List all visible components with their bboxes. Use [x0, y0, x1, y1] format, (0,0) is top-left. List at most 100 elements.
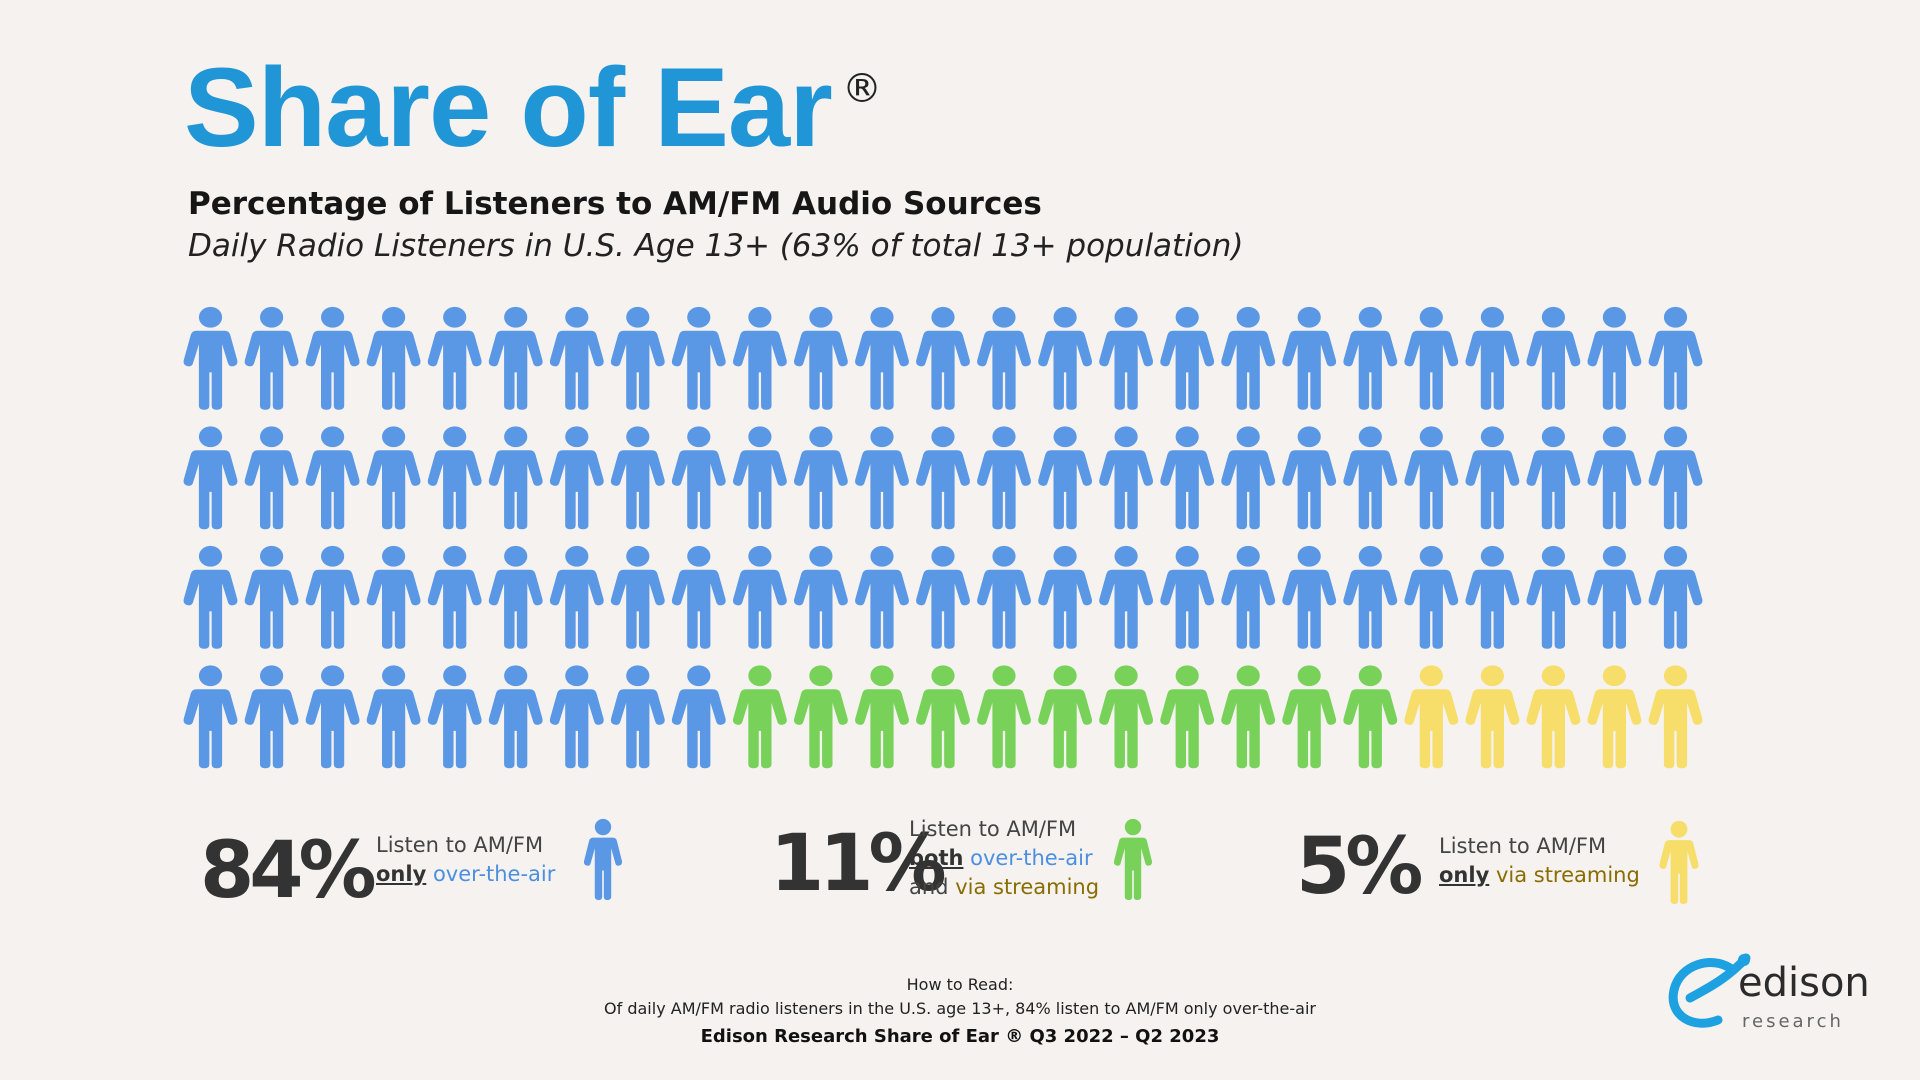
person-icon-over-the-air — [244, 545, 299, 649]
person-icon-over-the-air — [1526, 545, 1581, 649]
person-icon-streaming — [1526, 665, 1581, 769]
person-icon-streaming — [1465, 665, 1520, 769]
person-icon-over-the-air — [671, 665, 726, 769]
person-icon-over-the-air — [1404, 306, 1459, 410]
person-icon-over-the-air — [916, 426, 970, 530]
person-icon-over-the-air — [671, 426, 726, 530]
person-icon-over-the-air — [1587, 426, 1642, 530]
person-icon-over-the-air — [916, 545, 970, 649]
person-icon-over-the-air — [1343, 545, 1398, 649]
person-icon-both — [1038, 665, 1093, 769]
legend-line-3: and via streaming — [909, 873, 1099, 902]
person-icon-over-the-air — [732, 306, 787, 410]
person-icon-over-the-air — [427, 545, 482, 649]
person-icon-over-the-air — [305, 545, 360, 649]
person-icon-over-the-air — [244, 426, 299, 530]
person-icon-over-the-air — [488, 426, 543, 530]
person-icon-streaming — [1648, 665, 1703, 769]
chart-subtitle-secondary: Daily Radio Listeners in U.S. Age 13+ (6… — [188, 228, 1244, 264]
registered-mark: ® — [842, 66, 882, 112]
person-icon-over-the-air — [549, 306, 604, 410]
person-icon-over-the-air — [366, 665, 421, 769]
person-icon-over-the-air — [1404, 426, 1459, 530]
person-icon-over-the-air — [1465, 306, 1520, 410]
person-icon-over-the-air — [244, 665, 299, 769]
person-icon-both — [1160, 665, 1215, 769]
person-icon-over-the-air — [549, 545, 604, 649]
person-icon-over-the-air — [1099, 426, 1154, 530]
source-note: Edison Research Share of Ear ® Q3 2022 –… — [700, 1026, 1220, 1047]
how-to-read-title: How to Read: — [906, 975, 1014, 994]
person-icon-over-the-air — [855, 426, 909, 530]
person-icon-over-the-air — [793, 545, 848, 649]
how-to-read-text: Of daily AM/FM radio listeners in the U.… — [604, 999, 1316, 1018]
legend-and: and — [909, 875, 949, 899]
person-icon-over-the-air — [1465, 545, 1520, 649]
person-icon-over-the-air — [366, 306, 421, 410]
person-icon-over-the-air — [855, 306, 909, 410]
logo-wordmark: edison — [1738, 960, 1870, 1006]
legend-line-1: Listen to AM/FM — [909, 817, 1077, 841]
person-icon-over-the-air — [1648, 426, 1703, 530]
person-icon-over-the-air — [305, 426, 360, 530]
person-icon-over-the-air — [549, 426, 604, 530]
person-icon-over-the-air — [610, 426, 665, 530]
person-icon-over-the-air — [1648, 306, 1703, 410]
person-icon-over-the-air — [366, 426, 421, 530]
legend-desc-streaming: Listen to AM/FM only via streaming — [1439, 832, 1640, 890]
person-icon-over-the-air — [183, 545, 238, 649]
legend-value-streaming: 5% — [1296, 822, 1423, 912]
legend-value-over-the-air: 84% — [200, 826, 377, 916]
person-icon-over-the-air — [610, 306, 665, 410]
legend-line-1: Listen to AM/FM — [1439, 834, 1607, 858]
person-icon-over-the-air — [183, 665, 238, 769]
person-icon-over-the-air — [244, 306, 299, 410]
person-icon-over-the-air — [427, 665, 482, 769]
legend-line-2: both over-the-air — [909, 844, 1099, 873]
person-icon-over-the-air — [1221, 426, 1276, 530]
person-icon-both — [855, 665, 909, 769]
legend-rest: over-the-air — [970, 846, 1093, 870]
person-icon-over-the-air — [732, 426, 787, 530]
person-icon-blue — [583, 818, 623, 900]
person-icon-over-the-air — [1160, 306, 1215, 410]
person-icon-over-the-air — [1343, 426, 1398, 530]
person-icon-over-the-air — [1587, 545, 1642, 649]
person-icon-over-the-air — [427, 426, 482, 530]
person-icon-over-the-air — [488, 306, 543, 410]
person-icon-over-the-air — [366, 545, 421, 649]
person-icon-over-the-air — [732, 545, 787, 649]
legend-desc-both: Listen to AM/FM both over-the-air and vi… — [909, 815, 1099, 902]
person-icon-over-the-air — [1038, 545, 1093, 649]
person-icon-over-the-air — [671, 545, 726, 649]
person-icon-over-the-air — [916, 306, 970, 410]
person-icon-over-the-air — [488, 665, 543, 769]
legend-emphasis: only — [376, 862, 427, 886]
legend-line-1: Listen to AM/FM — [376, 833, 544, 857]
person-icon-over-the-air — [610, 665, 665, 769]
person-icon-over-the-air — [305, 306, 360, 410]
legend-rest: via streaming — [1495, 863, 1640, 887]
legend-desc-over-the-air: Listen to AM/FM only over-the-air — [376, 831, 555, 889]
person-icon-over-the-air — [549, 665, 604, 769]
legend-emphasis: both — [909, 846, 964, 870]
person-icon-streaming — [1404, 665, 1459, 769]
person-icon-both — [1221, 665, 1276, 769]
person-icon-over-the-air — [793, 306, 848, 410]
logo-subtext: research — [1742, 1011, 1844, 1032]
person-icon-over-the-air — [610, 545, 665, 649]
person-icon-both — [916, 665, 970, 769]
person-icon-over-the-air — [855, 545, 909, 649]
legend-emphasis: only — [1439, 863, 1490, 887]
person-icon-over-the-air — [1099, 545, 1154, 649]
person-icon-streaming — [1587, 665, 1642, 769]
person-icon-both — [1282, 665, 1337, 769]
person-icon-over-the-air — [1648, 545, 1703, 649]
person-icon-over-the-air — [1282, 426, 1337, 530]
legend-rest: over-the-air — [432, 862, 556, 886]
person-icon-over-the-air — [1282, 306, 1337, 410]
person-icon-over-the-air — [671, 306, 726, 410]
person-icon-both — [977, 665, 1031, 769]
person-icon-over-the-air — [977, 306, 1031, 410]
person-icon-over-the-air — [1526, 306, 1581, 410]
